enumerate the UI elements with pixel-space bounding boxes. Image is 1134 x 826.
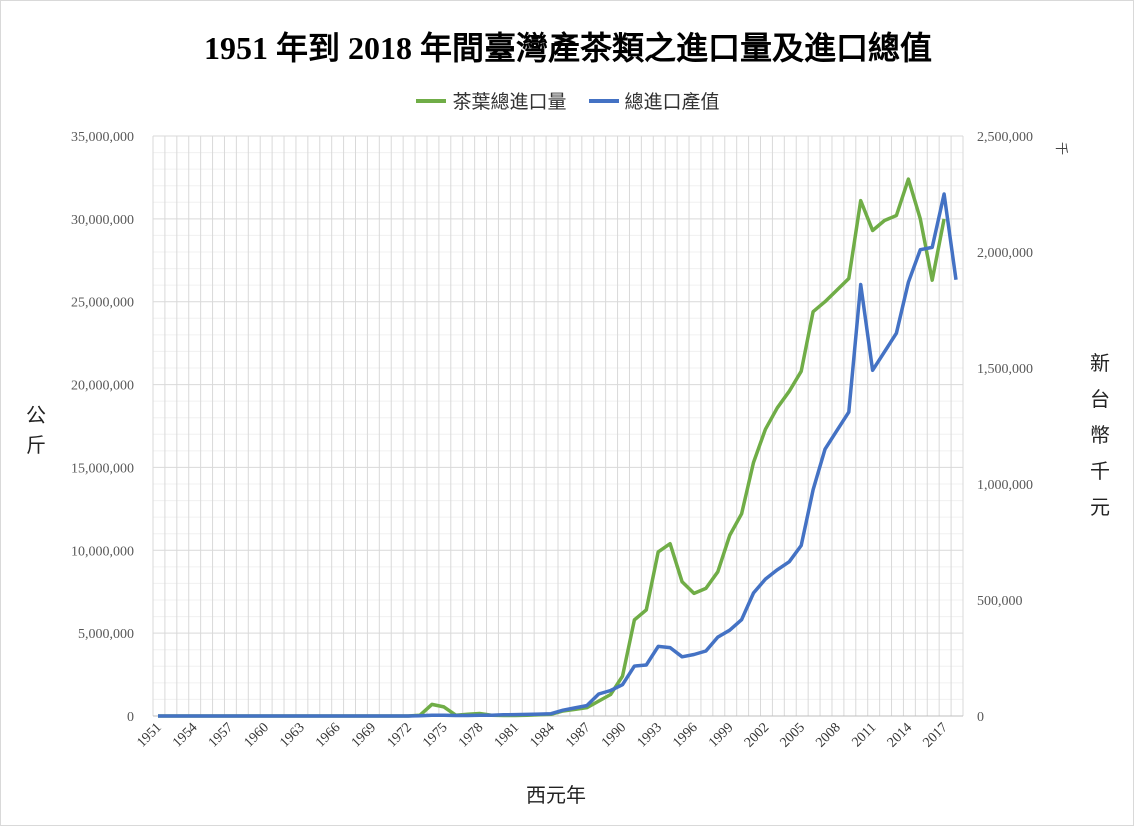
y-tick-label: 20,000,000 [71, 379, 134, 394]
left-axis-label: 公斤 [24, 401, 48, 461]
right-unit-label: 千 [1054, 141, 1070, 156]
right-axis-label: 新台幣千元 [1088, 346, 1112, 526]
y-tick-label: 15,000,000 [71, 461, 134, 476]
x-tick-label: 1978 [456, 720, 486, 750]
x-tick-label: 2014 [885, 720, 915, 750]
x-tick-label: 1954 [170, 720, 200, 750]
x-tick-label: 1984 [527, 720, 557, 750]
legend-label-value: 總進口產值 [624, 92, 720, 113]
x-tick-label: 2005 [778, 720, 808, 750]
x-tick-label: 1963 [277, 720, 307, 750]
axis-label-char: 公 [26, 405, 46, 427]
y-tick-label: 0 [127, 710, 134, 725]
series-line-import-value [158, 192, 958, 718]
y-tick-label: 10,000,000 [71, 544, 134, 559]
axis-label-char: 元 [1090, 497, 1110, 519]
x-tick-label: 2017 [921, 720, 951, 750]
y2-tick-label: 2,500,000 [977, 130, 1033, 145]
x-tick-label: 2002 [742, 720, 772, 750]
legend-swatch-volume [416, 98, 447, 103]
axis-label-char: 千 [1090, 461, 1110, 483]
legend-item-value[interactable]: 總進口產值 [588, 87, 720, 114]
axis-label-char: 台 [1090, 389, 1110, 411]
axis-label-char: 新 [1090, 353, 1110, 375]
x-tick-label: 1969 [349, 720, 379, 750]
x-tick-label: 1990 [599, 720, 629, 750]
x-tick-label: 1957 [206, 720, 236, 750]
y-tick-label: 30,000,000 [71, 213, 134, 228]
y2-tick-label: 500,000 [977, 594, 1023, 609]
chart-title: 1951 年到 2018 年間臺灣產茶類之進口量及進口總值 [203, 30, 932, 66]
x-tick-label: 1975 [420, 720, 450, 750]
legend: 茶葉總進口量 總進口產值 [1, 87, 1133, 114]
y2-tick-label: 1,000,000 [977, 478, 1033, 493]
legend-swatch-value [588, 98, 619, 103]
x-tick-label: 1981 [492, 720, 522, 750]
y2-tick-label: 0 [977, 710, 984, 725]
axis-label-char: 斤 [26, 435, 46, 457]
y2-tick-label: 1,500,000 [977, 362, 1033, 377]
x-tick-label: 1972 [385, 720, 415, 750]
axis-label-char: 幣 [1090, 425, 1110, 447]
x-tick-label: 1999 [706, 720, 736, 750]
x-tick-label: 1951 [134, 720, 164, 750]
y-tick-label: 35,000,000 [71, 130, 134, 145]
x-tick-label: 1960 [242, 720, 272, 750]
x-tick-label: 1996 [670, 720, 700, 750]
legend-label-volume: 茶葉總進口量 [452, 92, 567, 113]
y-tick-label: 25,000,000 [71, 296, 134, 311]
y2-tick-label: 2,000,000 [977, 246, 1033, 261]
y-tick-label: 5,000,000 [78, 627, 134, 642]
x-tick-label: 2008 [813, 720, 843, 750]
x-tick-label: 2011 [849, 720, 879, 750]
x-tick-label: 1987 [563, 720, 593, 750]
x-tick-label: 1966 [313, 720, 343, 750]
x-tick-label: 1993 [635, 720, 665, 750]
legend-item-volume[interactable]: 茶葉總進口量 [416, 87, 567, 114]
x-axis-label: 西元年 [526, 785, 586, 807]
